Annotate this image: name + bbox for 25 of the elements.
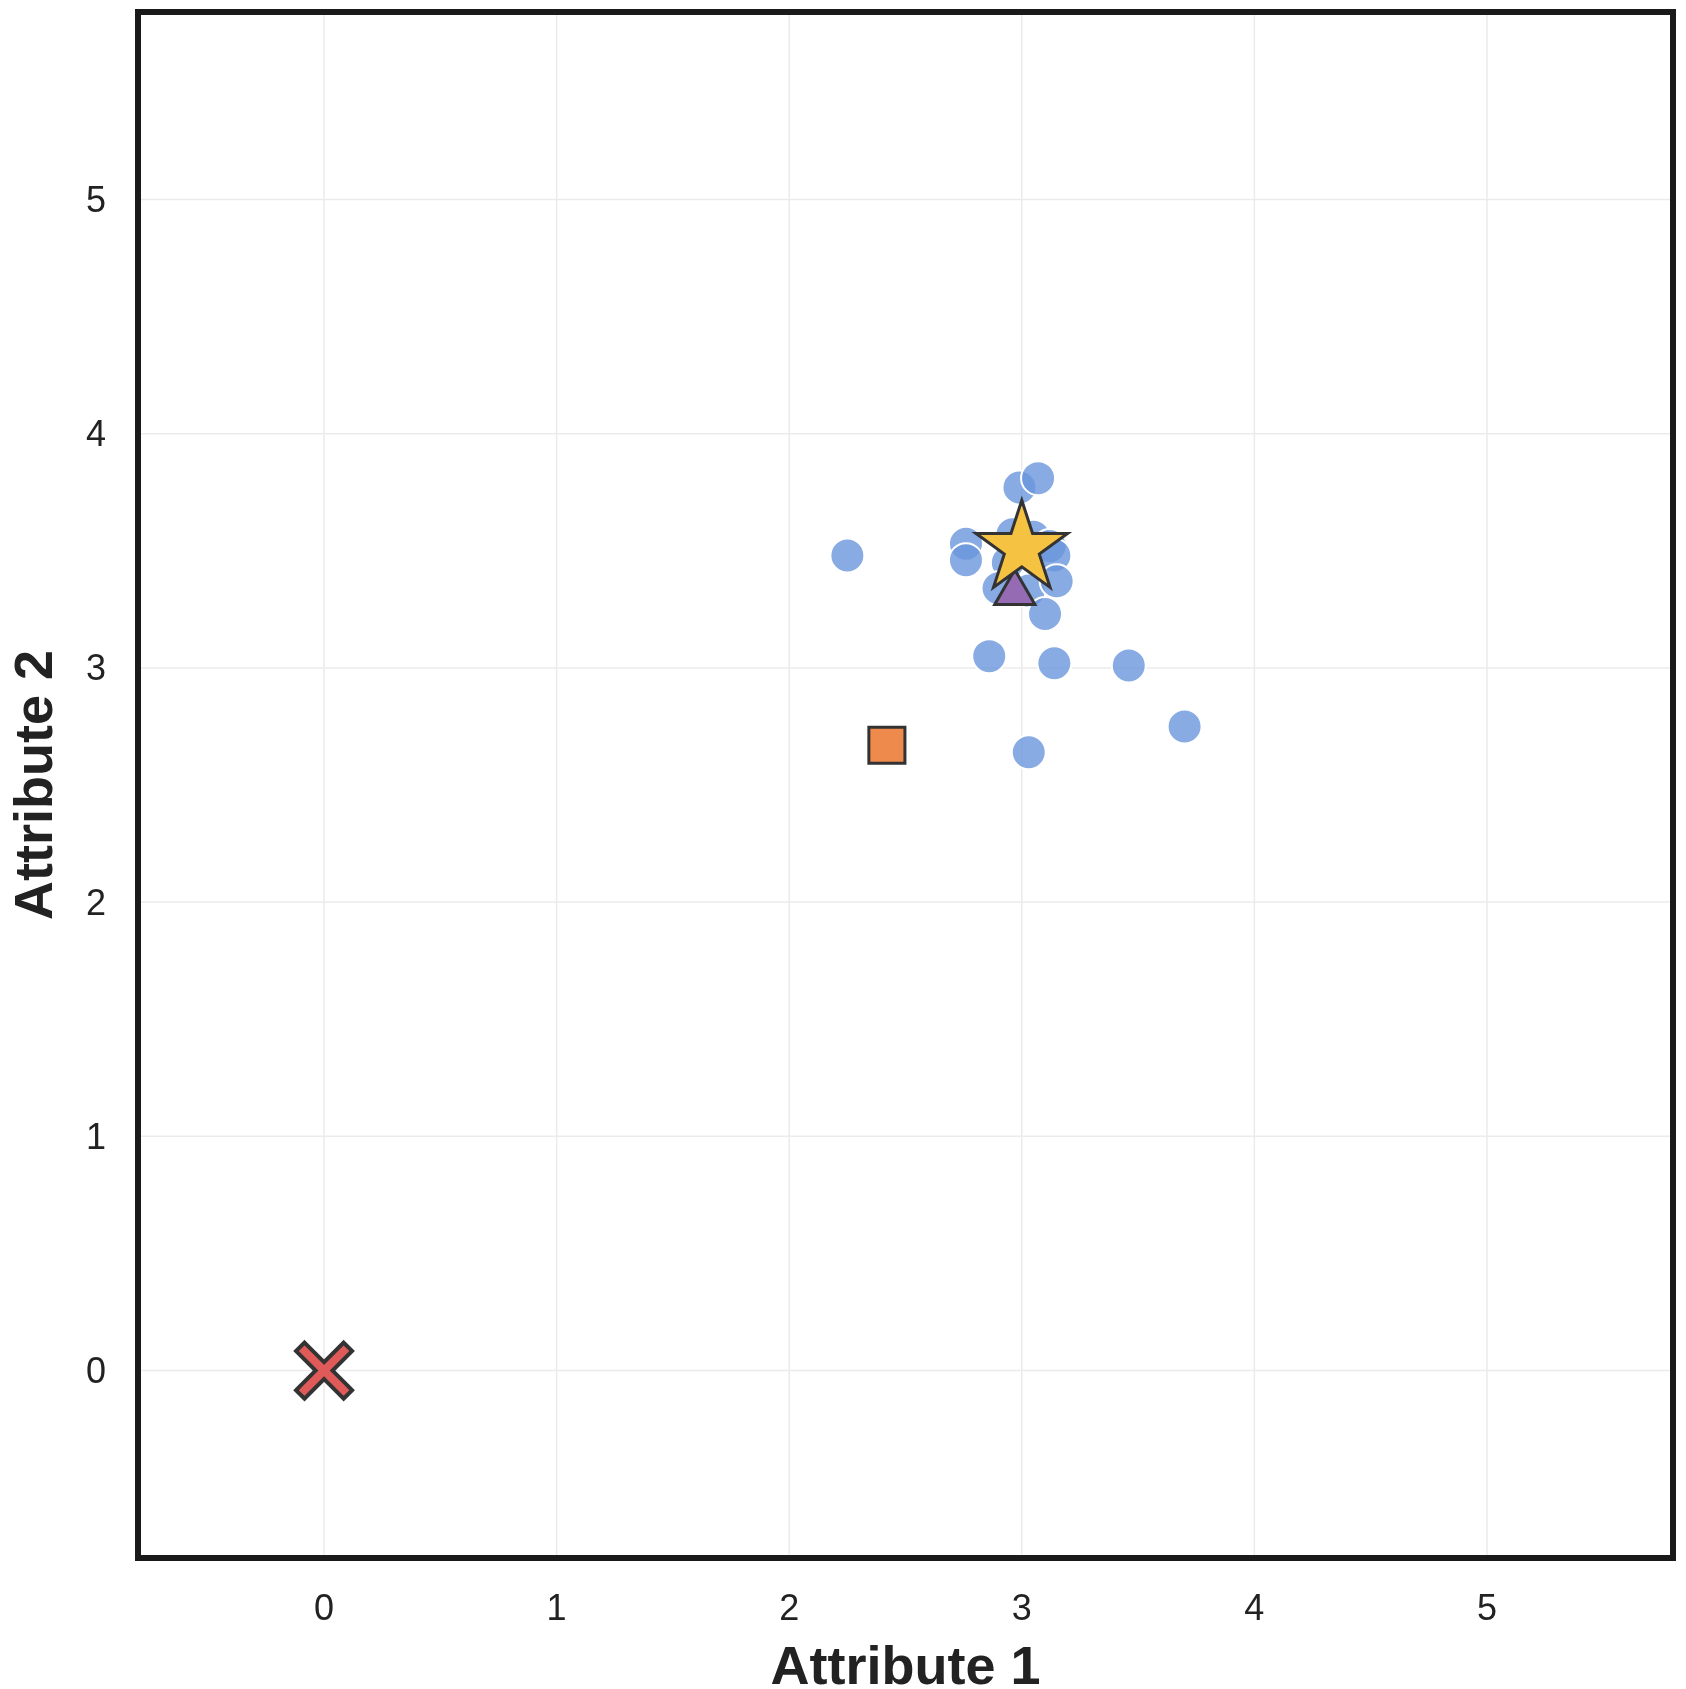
point [829,537,866,574]
y-tick-label: 1 [85,1115,106,1157]
x-tick-label: 5 [1476,1587,1497,1628]
point [947,542,984,579]
point [1020,460,1057,497]
x-tick-label: 2 [779,1587,800,1628]
y-axis-title: Attribute 2 [3,650,63,920]
x-tick-label: 4 [1244,1587,1265,1628]
x-axis-title: Attribute 1 [770,1635,1041,1689]
point [300,1347,348,1395]
x-tick-label: 3 [1011,1587,1032,1628]
point [1036,645,1073,682]
y-tick-label: 5 [85,178,106,220]
point [1027,596,1064,632]
point [1166,708,1203,745]
y-tick-label: 3 [85,647,106,689]
point [867,725,907,765]
y-tick-label: 2 [85,881,106,923]
x-tick-label: 0 [314,1587,335,1628]
point [1110,647,1147,684]
x-tick-label: 1 [546,1587,567,1628]
y-tick-label: 0 [85,1350,106,1392]
y-tick-label: 4 [85,413,106,455]
point [1010,734,1047,771]
point [971,638,1008,675]
